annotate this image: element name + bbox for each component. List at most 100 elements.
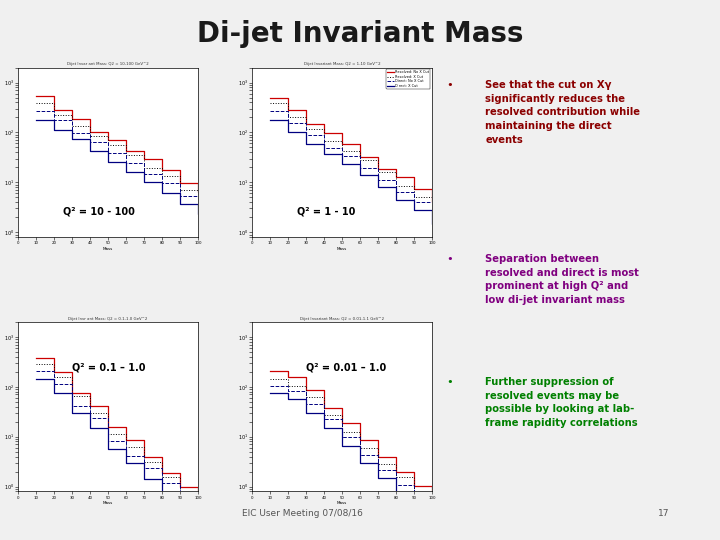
Resolved: No X Cut: (40, 40.6): No X Cut: (40, 40.6) xyxy=(86,403,94,409)
Resolved: No X Cut: (40, 104): No X Cut: (40, 104) xyxy=(86,129,94,135)
D rect: X Cut: (40, 14.8): X Cut: (40, 14.8) xyxy=(320,425,328,431)
Resolved: X Cut: (90, 0.751): X Cut: (90, 0.751) xyxy=(176,490,184,496)
D rect: X Cut: (70, 1.43): X Cut: (70, 1.43) xyxy=(140,476,148,482)
D rect: X Cut: (50, 23.5): X Cut: (50, 23.5) xyxy=(338,160,346,167)
Direct: No X Cut: (90, 1.06): No X Cut: (90, 1.06) xyxy=(410,482,418,489)
Resolved: No X Cut: (70, 3.98): No X Cut: (70, 3.98) xyxy=(374,454,382,460)
Line: Resolved: X Cut: Resolved: X Cut xyxy=(36,364,216,507)
X-axis label: Mass: Mass xyxy=(103,501,113,505)
Direct: No X Cut: (110, 2.05): No X Cut: (110, 2.05) xyxy=(446,213,454,220)
D rect: X Cut: (90, 3.73): X Cut: (90, 3.73) xyxy=(176,200,184,207)
Resolved: No X Cut: (70, 28.8): No X Cut: (70, 28.8) xyxy=(140,156,148,163)
Direct: No X Cut: (70, 4.13): No X Cut: (70, 4.13) xyxy=(140,453,148,459)
Resolved: No X Cut: (80, 17.9): No X Cut: (80, 17.9) xyxy=(158,166,166,173)
Resolved: No X Cut: (40, 150): No X Cut: (40, 150) xyxy=(320,120,328,127)
Resolved: X Cut: (80, 13.3): X Cut: (80, 13.3) xyxy=(158,173,166,179)
Text: •: • xyxy=(446,254,454,264)
D rect: X Cut: (110, 1.46): X Cut: (110, 1.46) xyxy=(446,221,454,227)
Resolved: X Cut: (80, 1.57): X Cut: (80, 1.57) xyxy=(392,474,400,480)
Resolved: No X Cut: (70, 8.54): No X Cut: (70, 8.54) xyxy=(374,437,382,443)
D rect: X Cut: (50, 14.7): X Cut: (50, 14.7) xyxy=(104,425,112,431)
D rect: X Cut: (20, 74.7): X Cut: (20, 74.7) xyxy=(50,390,58,396)
Text: •: • xyxy=(446,80,454,90)
Resolved: No X Cut: (100, 3.97): No X Cut: (100, 3.97) xyxy=(428,199,436,206)
Direct: No X Cut: (20, 174): No X Cut: (20, 174) xyxy=(50,117,58,124)
Direct: No X Cut: (80, 2.15): No X Cut: (80, 2.15) xyxy=(392,467,400,473)
D rect: X Cut: (100, 0.392): X Cut: (100, 0.392) xyxy=(428,504,436,510)
D rect: X Cut: (10, 75): X Cut: (10, 75) xyxy=(266,390,274,396)
D rect: X Cut: (60, 23.5): X Cut: (60, 23.5) xyxy=(356,160,364,167)
Resolved: No X Cut: (70, 42.4): No X Cut: (70, 42.4) xyxy=(140,148,148,154)
Resolved: No X Cut: (20, 286): No X Cut: (20, 286) xyxy=(50,106,58,113)
Resolved: No X Cut: (60, 8.54): No X Cut: (60, 8.54) xyxy=(356,437,364,443)
Line: D rect: X Cut: D rect: X Cut xyxy=(36,379,216,524)
Direct: No X Cut: (40, 22.1): No X Cut: (40, 22.1) xyxy=(320,416,328,423)
Direct: No X Cut: (60, 4.35): No X Cut: (60, 4.35) xyxy=(356,451,364,458)
Resolved: X Cut: (20, 153): X Cut: (20, 153) xyxy=(50,374,58,381)
Direct: No X Cut: (100, 3.39): No X Cut: (100, 3.39) xyxy=(194,202,202,209)
Direct: No X Cut: (30, 41.1): No X Cut: (30, 41.1) xyxy=(68,403,76,409)
Resolved: X Cut: (30, 137): X Cut: (30, 137) xyxy=(68,123,76,129)
Direct: No X Cut: (90, 9.51): No X Cut: (90, 9.51) xyxy=(176,180,184,187)
Resolved: X Cut: (80, 19.8): X Cut: (80, 19.8) xyxy=(158,164,166,171)
Resolved: X Cut: (80, 2.86): X Cut: (80, 2.86) xyxy=(392,461,400,467)
D rect: X Cut: (10, 144): X Cut: (10, 144) xyxy=(32,376,40,382)
Direct: No X Cut: (10, 104): No X Cut: (10, 104) xyxy=(266,383,274,389)
Resolved: X Cut: (70, 15.8): X Cut: (70, 15.8) xyxy=(374,169,382,176)
Resolved: X Cut: (50, 66.4): X Cut: (50, 66.4) xyxy=(338,138,346,145)
Direct: No X Cut: (100, 0.265): No X Cut: (100, 0.265) xyxy=(428,512,436,518)
Direct: No X Cut: (70, 4.35): No X Cut: (70, 4.35) xyxy=(374,451,382,458)
Line: Resolved: X Cut: Resolved: X Cut xyxy=(36,103,216,198)
Resolved: No X Cut: (20, 155): No X Cut: (20, 155) xyxy=(284,374,292,381)
Resolved: X Cut: (50, 27.8): X Cut: (50, 27.8) xyxy=(338,411,346,418)
Resolved: No X Cut: (30, 85.7): No X Cut: (30, 85.7) xyxy=(302,387,310,393)
Resolved: X Cut: (40, 116): X Cut: (40, 116) xyxy=(320,126,328,132)
Resolved: No X Cut: (20, 207): No X Cut: (20, 207) xyxy=(284,368,292,374)
D rect: X Cut: (70, 7.93): X Cut: (70, 7.93) xyxy=(374,184,382,191)
Resolved: No X Cut: (110, 3.97): No X Cut: (110, 3.97) xyxy=(446,199,454,206)
Direct: No X Cut: (40, 23.6): No X Cut: (40, 23.6) xyxy=(86,415,94,421)
D rect: X Cut: (100, 2.76): X Cut: (100, 2.76) xyxy=(428,207,436,213)
Resolved: X Cut: (40, 27.8): X Cut: (40, 27.8) xyxy=(320,411,328,418)
Resolved: X Cut: (30, 153): X Cut: (30, 153) xyxy=(68,374,76,381)
D rect: X Cut: (40, 14.7): X Cut: (40, 14.7) xyxy=(86,425,94,431)
Line: Direct: No X Cut: Direct: No X Cut xyxy=(270,111,450,217)
Resolved: No X Cut: (90, 9.88): No X Cut: (90, 9.88) xyxy=(176,179,184,186)
D rect: X Cut: (90, 0.718): X Cut: (90, 0.718) xyxy=(176,490,184,497)
Resolved: X Cut: (90, 5.11): X Cut: (90, 5.11) xyxy=(410,194,418,200)
Resolved: X Cut: (80, 15.8): X Cut: (80, 15.8) xyxy=(392,169,400,176)
Resolved: X Cut: (40, 29.5): X Cut: (40, 29.5) xyxy=(86,410,94,416)
Resolved: No X Cut: (30, 286): No X Cut: (30, 286) xyxy=(68,106,76,113)
D rect: X Cut: (70, 16.1): X Cut: (70, 16.1) xyxy=(140,168,148,175)
D rect: X Cut: (60, 6.56): X Cut: (60, 6.56) xyxy=(356,443,364,449)
Resolved: No X Cut: (90, 1.88): No X Cut: (90, 1.88) xyxy=(176,470,184,476)
D rect: X Cut: (90, 0.735): X Cut: (90, 0.735) xyxy=(410,490,418,496)
D rect: X Cut: (40, 42.5): X Cut: (40, 42.5) xyxy=(86,148,94,154)
Direct: No X Cut: (70, 2.34): No X Cut: (70, 2.34) xyxy=(140,465,148,471)
Resolved: X Cut: (30, 105): X Cut: (30, 105) xyxy=(302,382,310,389)
Line: D rect: X Cut: D rect: X Cut xyxy=(36,120,216,214)
Text: Separation between
resolved and direct is most
prominent at high Q² and
low di-j: Separation between resolved and direct i… xyxy=(485,254,639,305)
Resolved: X Cut: (30, 116): X Cut: (30, 116) xyxy=(302,126,310,132)
Resolved: X Cut: (10, 288): X Cut: (10, 288) xyxy=(32,361,40,367)
D rect: X Cut: (40, 36.8): X Cut: (40, 36.8) xyxy=(320,151,328,157)
Resolved: No X Cut: (60, 70.1): No X Cut: (60, 70.1) xyxy=(122,137,130,143)
D rect: X Cut: (20, 179): X Cut: (20, 179) xyxy=(284,117,292,123)
D rect: X Cut: (20, 179): X Cut: (20, 179) xyxy=(50,117,58,123)
Direct: No X Cut: (20, 263): No X Cut: (20, 263) xyxy=(50,108,58,114)
Resolved: No X Cut: (90, 1.02): No X Cut: (90, 1.02) xyxy=(410,483,418,489)
D rect: X Cut: (20, 104): X Cut: (20, 104) xyxy=(284,129,292,135)
Resolved: X Cut: (110, 4.79): X Cut: (110, 4.79) xyxy=(212,195,220,201)
D rect: X Cut: (70, 2.92): X Cut: (70, 2.92) xyxy=(140,460,148,467)
Direct: No X Cut: (70, 19.6): No X Cut: (70, 19.6) xyxy=(374,165,382,171)
Resolved: X Cut: (100, 0.398): X Cut: (100, 0.398) xyxy=(194,503,202,510)
D rect: X Cut: (100, 0.18): X Cut: (100, 0.18) xyxy=(194,521,202,527)
Direct: No X Cut: (80, 6.39): No X Cut: (80, 6.39) xyxy=(392,189,400,195)
Direct: No X Cut: (30, 80.8): No X Cut: (30, 80.8) xyxy=(302,388,310,395)
Resolved: X Cut: (70, 27.5): X Cut: (70, 27.5) xyxy=(374,157,382,164)
Resolved: X Cut: (90, 13.3): X Cut: (90, 13.3) xyxy=(176,173,184,179)
Resolved: No X Cut: (40, 74.8): No X Cut: (40, 74.8) xyxy=(86,390,94,396)
D rect: X Cut: (50, 6.56): X Cut: (50, 6.56) xyxy=(338,443,346,449)
D rect: X Cut: (110, 0.18): X Cut: (110, 0.18) xyxy=(212,521,220,527)
Direct: No X Cut: (60, 4.13): No X Cut: (60, 4.13) xyxy=(122,453,130,459)
